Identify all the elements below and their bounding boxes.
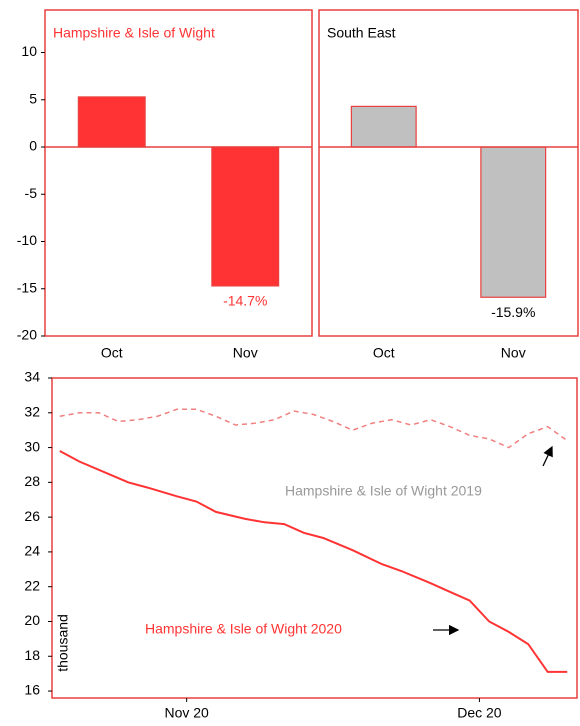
- chart-title: South East: [327, 25, 396, 41]
- bar: [480, 146, 547, 298]
- y-tick-label: 32: [24, 403, 40, 419]
- line: [59, 408, 568, 449]
- bar: [350, 105, 417, 148]
- y-tick-label: 34: [24, 369, 40, 385]
- panel: [318, 9, 579, 337]
- value-label: -14.7%: [223, 293, 267, 309]
- value-label: -15.9%: [491, 304, 535, 320]
- bar: [77, 96, 146, 148]
- y-tick-label: -10: [17, 232, 37, 248]
- x-tick-label: Nov 20: [164, 705, 209, 721]
- y-tick-label: -20: [17, 327, 37, 343]
- y-tick-label: 30: [24, 438, 40, 454]
- y-tick-label: 0: [29, 138, 37, 154]
- y-tick-label: 24: [24, 543, 40, 559]
- panel: [44, 9, 313, 337]
- series-label: Hampshire & Isle of Wight 2019: [285, 483, 482, 499]
- y-tick-label: -15: [17, 279, 37, 295]
- chart-title: Hampshire & Isle of Wight: [53, 25, 215, 41]
- y-tick-label: 22: [24, 577, 40, 593]
- x-tick-label: Oct: [373, 345, 395, 361]
- panel: [51, 377, 578, 699]
- y-tick-label: 10: [21, 43, 37, 59]
- x-tick-label: Oct: [101, 345, 123, 361]
- y-tick-label: 18: [24, 647, 40, 663]
- bar: [211, 146, 280, 287]
- series-label: Hampshire & Isle of Wight 2020: [145, 621, 342, 637]
- y-tick-label: 28: [24, 473, 40, 489]
- arrow: [542, 445, 553, 467]
- x-tick-label: Nov: [501, 345, 526, 361]
- y-tick-label: 20: [24, 612, 40, 628]
- x-tick-label: Dec 20: [457, 705, 502, 721]
- line: [59, 450, 568, 673]
- y-tick-label: -5: [25, 185, 38, 201]
- x-tick-label: Nov: [233, 345, 258, 361]
- y-tick-label: 16: [24, 682, 40, 698]
- y-axis-label: thousand: [55, 614, 71, 672]
- y-tick-label: 5: [29, 90, 37, 106]
- y-tick-label: 26: [24, 508, 40, 524]
